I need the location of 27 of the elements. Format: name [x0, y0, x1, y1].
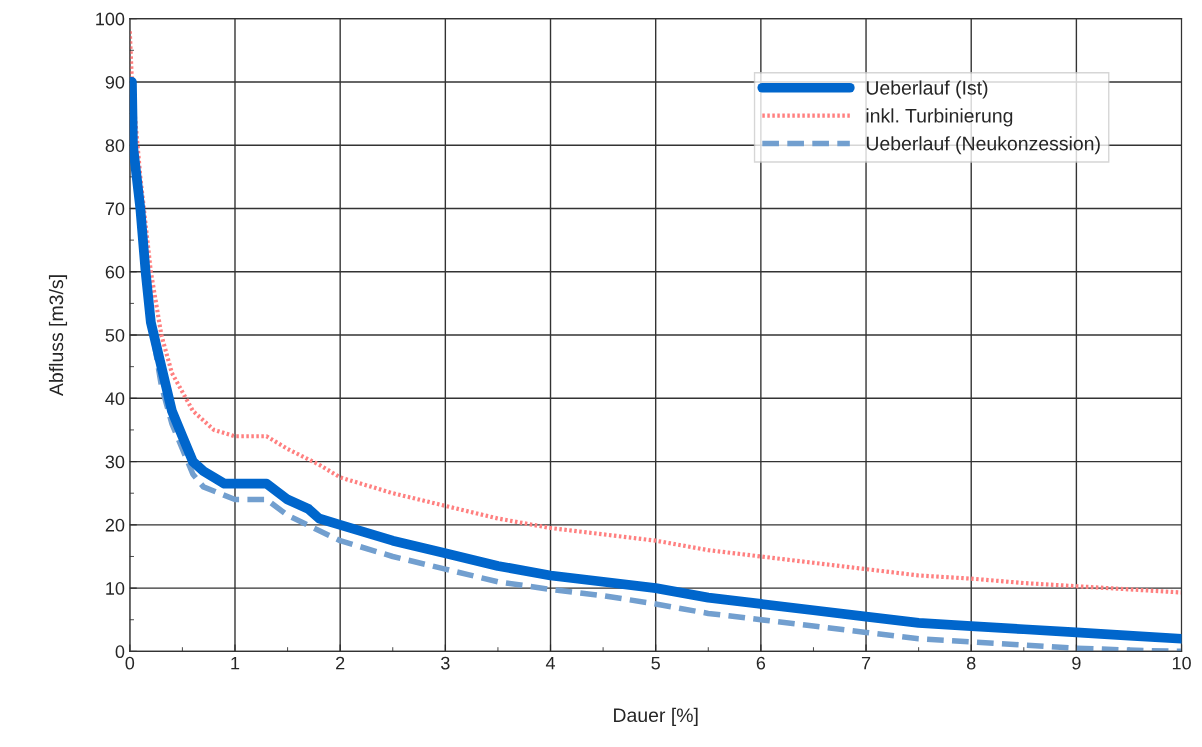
legend-label: Ueberlauf (Neukonzession)	[866, 136, 1100, 155]
x-tick-label: 6	[756, 656, 766, 670]
y-axis-title: Abfluss [m3/s]	[48, 275, 68, 397]
y-tick-label: 50	[105, 328, 125, 342]
y-tick-label: 100	[96, 12, 125, 26]
x-tick-label: 3	[441, 656, 450, 670]
x-tick-label: 9	[1072, 656, 1081, 670]
y-tick-label: 20	[105, 518, 125, 532]
x-axis-title: Dauer [%]	[614, 707, 698, 726]
x-tick-label: 8	[966, 656, 976, 670]
y-tick-label: 60	[105, 265, 125, 279]
y-tick-label: 30	[105, 455, 125, 469]
x-tick-label: 7	[861, 656, 871, 670]
x-tick-label: 5	[651, 656, 660, 670]
y-tick-label: 70	[105, 202, 125, 216]
y-tick-label: 40	[105, 392, 125, 406]
legend-label: Ueberlauf (Ist)	[866, 80, 988, 99]
x-tick-label: 10	[1172, 656, 1191, 670]
x-tick-label: 4	[545, 656, 556, 670]
x-tick-label: 0	[125, 656, 135, 670]
y-tick-label: 10	[106, 582, 125, 595]
y-tick-label: 80	[105, 139, 125, 152]
y-tick-label: 90	[105, 75, 125, 89]
x-tick-label: 2	[336, 656, 345, 670]
legend-label: inkl. Turbinierung	[866, 108, 1013, 127]
y-tick-label: 0	[115, 645, 125, 659]
x-tick-label: 1	[231, 656, 240, 670]
